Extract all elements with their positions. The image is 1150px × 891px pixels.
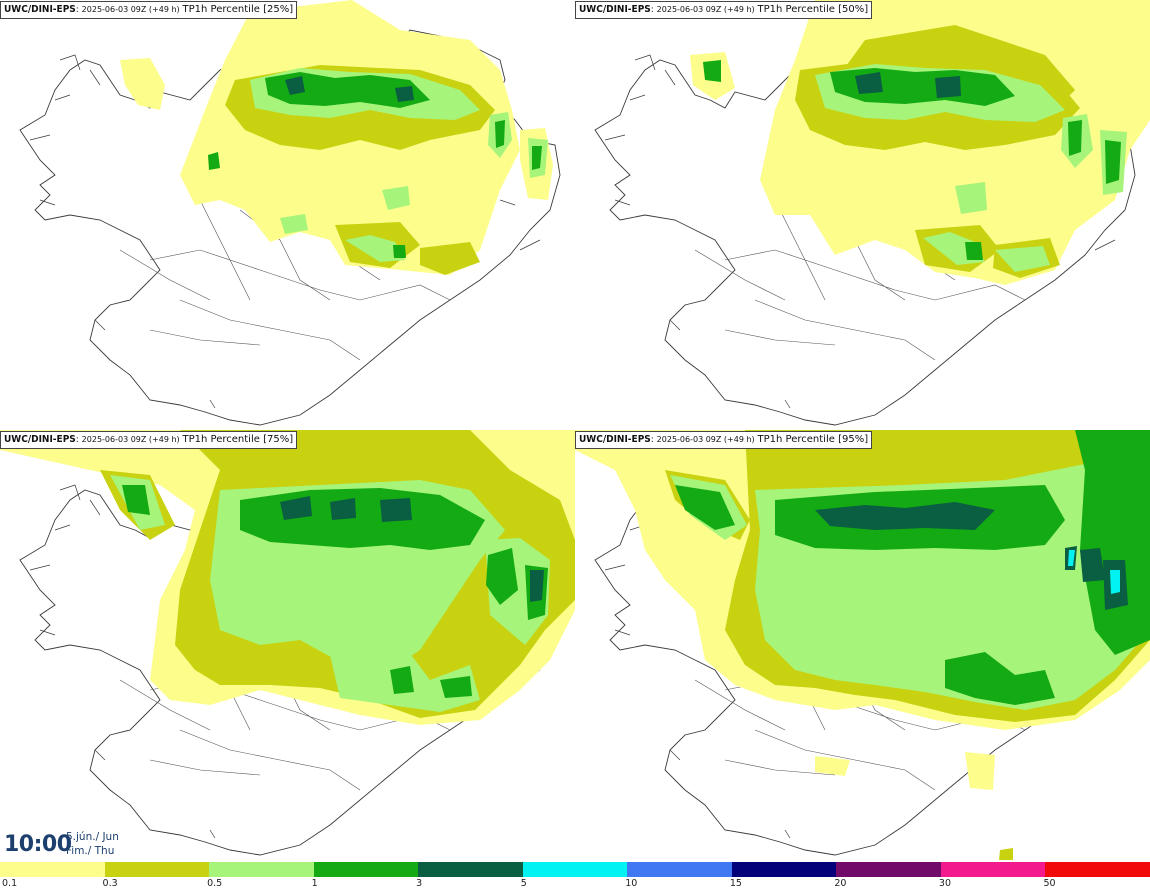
precip-map [575,430,1150,860]
legend-swatch [836,862,941,877]
map-panel-25: UWC/DINI-EPS: 2025-06-03 09Z (+49 h) TP1… [0,0,575,430]
panel-title: UWC/DINI-EPS: 2025-06-03 09Z (+49 h) TP1… [0,1,298,19]
legend-swatch [731,862,837,877]
legend-swatch [209,862,314,877]
legend-swatch [940,862,1046,877]
legend-swatch [0,862,105,877]
panel-title: UWC/DINI-EPS: 2025-06-03 09Z (+49 h) TP1… [575,431,873,449]
variable-name: TP1h Percentile [75%] [182,434,294,445]
run-label: 2025-06-03 09Z (+49 h) [81,435,180,444]
run-label: 2025-06-03 09Z (+49 h) [656,435,755,444]
precip-map [0,430,575,860]
variable-name: TP1h Percentile [25%] [182,4,294,15]
valid-date-line1: 5.jún./ Jun [66,831,119,843]
map-panel-75: UWC/DINI-EPS: 2025-06-03 09Z (+49 h) TP1… [0,430,575,860]
precip-map [575,0,1150,430]
legend-tick-label: 0.1 [2,878,18,889]
precip-fields-25 [120,0,553,275]
legend-tick-label: 0.5 [207,878,223,889]
panel-title: UWC/DINI-EPS: 2025-06-03 09Z (+49 h) TP1… [0,431,298,449]
legend-swatch [313,862,419,877]
legend-swatch [104,862,210,877]
legend-tick-label: 0.3 [102,878,118,889]
run-label: 2025-06-03 09Z (+49 h) [656,5,755,14]
legend-tick-label: 10 [625,878,638,889]
run-label: 2025-06-03 09Z (+49 h) [81,5,180,14]
precip-map [0,0,575,430]
legend-tick-label: 3 [416,878,423,889]
legend-swatch [522,862,628,877]
model-name: UWC/DINI-EPS [4,434,76,445]
legend-swatch [1045,862,1150,877]
precip-fields-75 [0,430,575,725]
model-name: UWC/DINI-EPS [579,4,651,15]
legend-tick-label: 50 [1043,878,1056,889]
precip-fields-50 [690,0,1150,285]
legend-color-bar [0,862,1150,877]
panel-title: UWC/DINI-EPS: 2025-06-03 09Z (+49 h) TP1… [575,1,873,19]
valid-time-box: 10:00 5.jún./ Jun Fim./ Thu [0,828,128,861]
legend-tick-label: 20 [834,878,847,889]
legend-tick-label: 30 [938,878,951,889]
model-name: UWC/DINI-EPS [4,4,76,15]
legend-swatch [627,862,732,877]
legend-swatch [418,862,523,877]
valid-date-line2: Fim./ Thu [66,845,115,857]
model-name: UWC/DINI-EPS [579,434,651,445]
legend-tick-label: 5 [520,878,527,889]
color-legend: 0.1 0.3 0.5 1 3 5 10 15 20 30 50 [0,862,1150,891]
legend-tick-label: 15 [729,878,742,889]
variable-name: TP1h Percentile [50%] [757,4,869,15]
legend-tick-label: 1 [311,878,318,889]
map-panel-50: UWC/DINI-EPS: 2025-06-03 09Z (+49 h) TP1… [575,0,1150,430]
precip-fields-95 [575,430,1150,860]
map-panel-95: UWC/DINI-EPS: 2025-06-03 09Z (+49 h) TP1… [575,430,1150,860]
variable-name: TP1h Percentile [95%] [757,434,869,445]
valid-time: 10:00 [4,832,72,857]
